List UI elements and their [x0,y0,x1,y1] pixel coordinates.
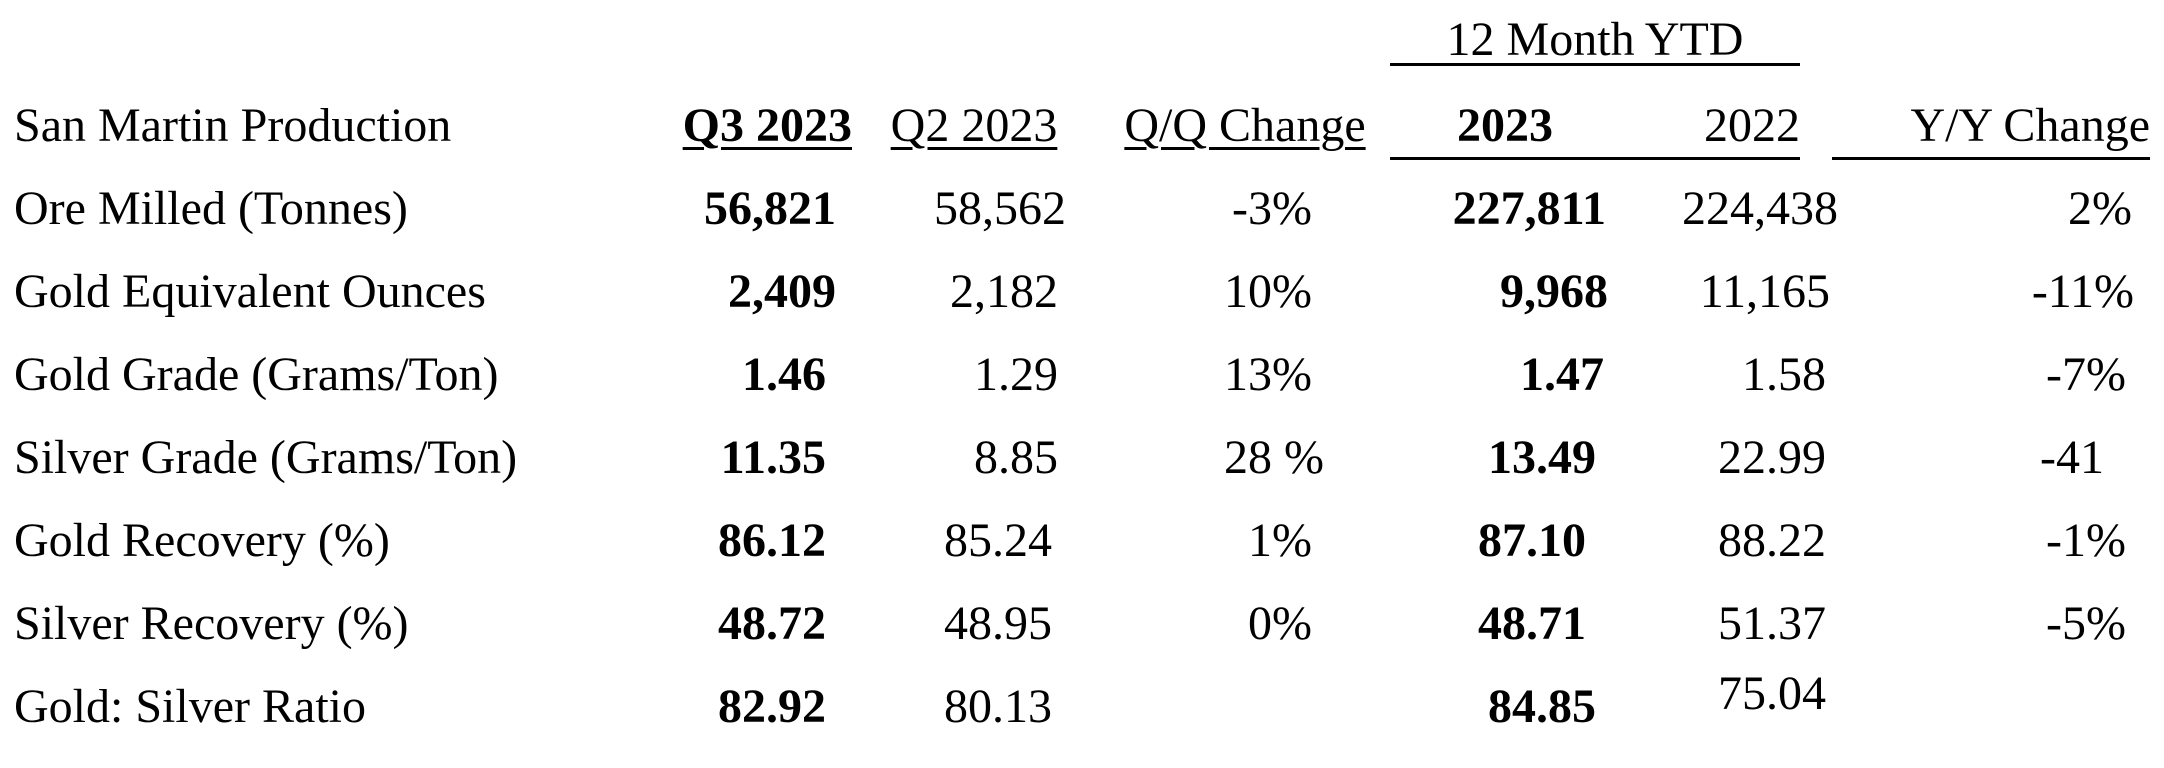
header-yy-change: Y/Y Change [1910,99,2150,152]
cell-ytd-2023: 48.71 [1478,597,1586,650]
header-ytd-rule [1390,157,1800,160]
cell-ytd-2023: 227,811 [1452,182,1606,235]
ytd-group-header: 12 Month YTD [1390,14,1800,66]
cell-q3-2023: 1.46 [742,348,826,401]
cell-q3-2023: 82.92 [718,680,826,733]
cell-q3-2023: 11.35 [720,431,826,484]
row-label: Gold Grade (Grams/Ton) [14,348,499,401]
cell-q2-2023: 80.13 [944,680,1052,733]
row-label: Silver Grade (Grams/Ton) [14,431,518,484]
ytd-group-title: 12 Month YTD [1446,13,1744,66]
cell-ytd-2022: 224,438 [1682,182,1838,235]
cell-ytd-2023: 1.47 [1520,348,1604,401]
ytd-group-rule [1390,63,1800,66]
header-q2-2023: Q2 2023 [890,99,1058,152]
row-label: Gold Recovery (%) [14,514,390,567]
row-label: Gold: Silver Ratio [14,680,366,733]
cell-q2-2023: 1.29 [974,348,1058,401]
cell-q2-2023: 8.85 [974,431,1058,484]
cell-q3-2023: 86.12 [718,514,826,567]
cell-q2-2023: 48.95 [944,597,1052,650]
cell-q3-2023: 56,821 [704,182,836,235]
cell-ytd-2023: 9,968 [1500,265,1608,318]
cell-ytd-2022: 75.04 [1718,667,1826,720]
header-label: San Martin Production [14,99,452,152]
cell-yy-change: -41 [2040,431,2104,484]
row-label: Silver Recovery (%) [14,597,409,650]
cell-yy-change: -5% [2046,597,2126,650]
cell-qq-change: 0% [1248,597,1312,650]
cell-ytd-2023: 87.10 [1478,514,1586,567]
cell-qq-change: 10% [1224,265,1312,318]
cell-ytd-2023: 84.85 [1488,680,1596,733]
cell-q3-2023: 2,409 [728,265,836,318]
cell-q2-2023: 58,562 [934,182,1066,235]
cell-yy-change: -11% [2031,265,2134,318]
cell-qq-change [1100,679,1312,735]
cell-q2-2023: 85.24 [944,514,1052,567]
row-label: Gold Equivalent Ounces [14,265,486,318]
cell-yy-change [1860,679,2126,735]
cell-ytd-2022: 1.58 [1742,348,1826,401]
header-ytd-2023: 2023 [1457,99,1553,152]
header-q3-2023: Q3 2023 [682,99,852,152]
cell-ytd-2022: 51.37 [1718,597,1826,650]
cell-yy-change: -1% [2046,514,2126,567]
cell-yy-change: 2% [2068,182,2132,235]
header-ytd-2022: 2022 [1704,99,1800,152]
cell-q3-2023: 48.72 [718,597,826,650]
cell-qq-change: 28 % [1224,431,1324,484]
cell-ytd-2022: 11,165 [1699,265,1830,318]
cell-ytd-2023: 13.49 [1488,431,1596,484]
cell-ytd-2022: 22.99 [1718,431,1826,484]
header-qq-change: Q/Q Change [1124,99,1366,152]
cell-qq-change: 1% [1248,514,1312,567]
cell-qq-change: -3% [1232,182,1312,235]
header-yy-rule [1832,157,2150,160]
cell-qq-change: 13% [1224,348,1312,401]
cell-yy-change: -7% [2046,348,2126,401]
row-label: Ore Milled (Tonnes) [14,182,408,235]
cell-q2-2023: 2,182 [950,265,1058,318]
cell-ytd-2022: 88.22 [1718,514,1826,567]
